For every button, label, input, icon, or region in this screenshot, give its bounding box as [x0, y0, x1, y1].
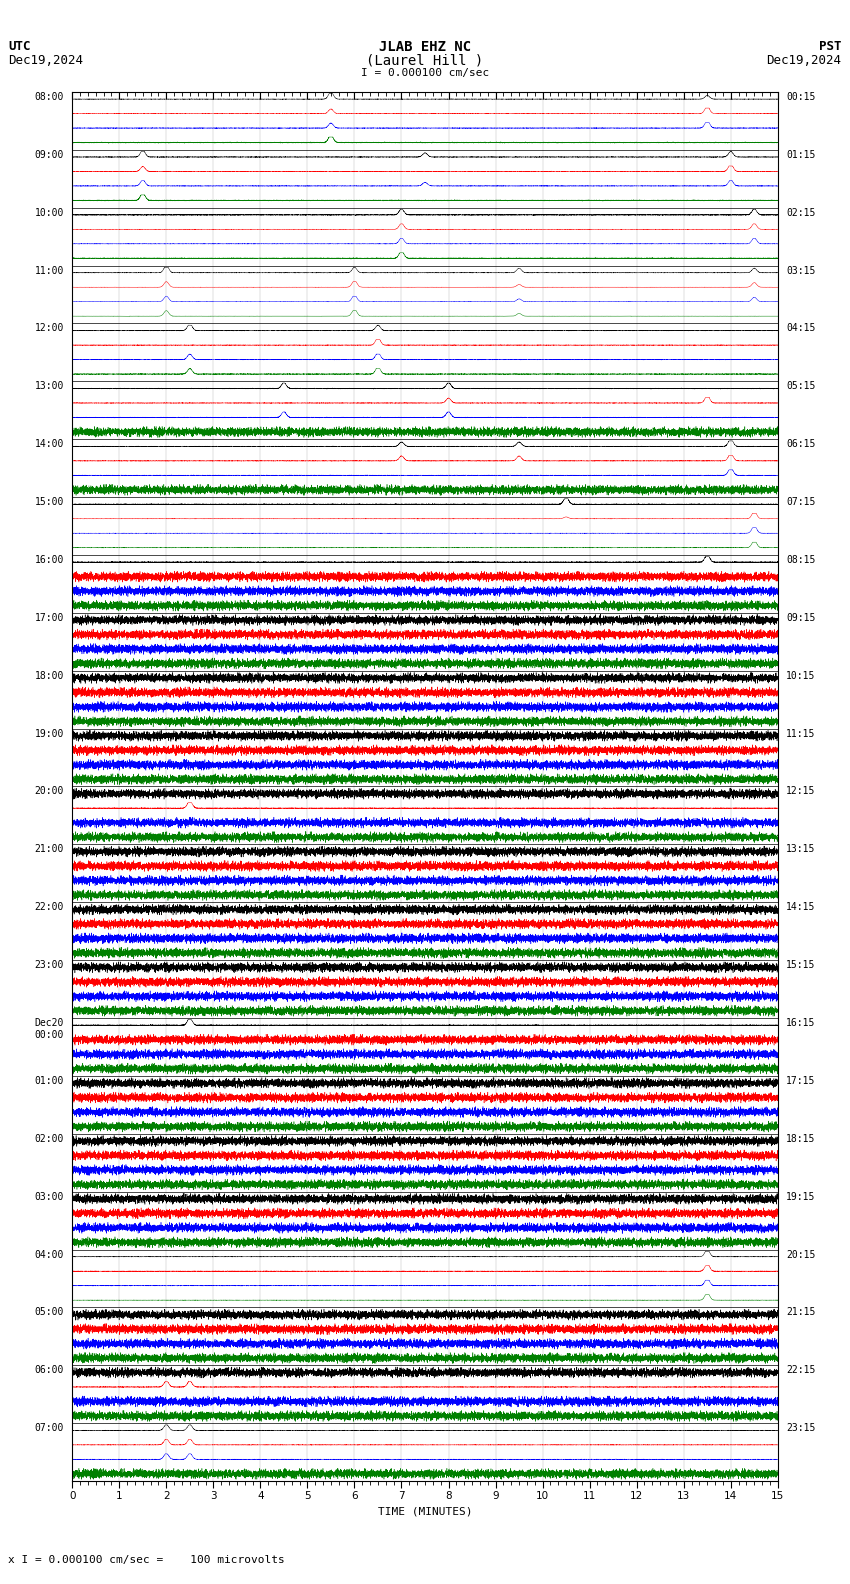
Text: 09:15: 09:15: [786, 613, 816, 623]
Text: 01:00: 01:00: [34, 1076, 64, 1087]
Text: 14:15: 14:15: [786, 903, 816, 912]
Text: 13:15: 13:15: [786, 844, 816, 854]
Text: 16:00: 16:00: [34, 554, 64, 565]
Text: 19:00: 19:00: [34, 729, 64, 738]
Text: 08:15: 08:15: [786, 554, 816, 565]
Text: 23:15: 23:15: [786, 1422, 816, 1434]
Text: 17:15: 17:15: [786, 1076, 816, 1087]
Text: 04:00: 04:00: [34, 1250, 64, 1259]
Text: 10:00: 10:00: [34, 208, 64, 217]
Text: 15:15: 15:15: [786, 960, 816, 969]
Text: (Laurel Hill ): (Laurel Hill ): [366, 54, 484, 68]
Text: 09:00: 09:00: [34, 150, 64, 160]
Text: 20:00: 20:00: [34, 786, 64, 797]
Text: 00:15: 00:15: [786, 92, 816, 101]
Text: Dec20
00:00: Dec20 00:00: [34, 1019, 64, 1039]
Text: JLAB EHZ NC: JLAB EHZ NC: [379, 40, 471, 54]
Text: 10:15: 10:15: [786, 670, 816, 681]
Text: PST: PST: [819, 40, 842, 52]
Text: 21:15: 21:15: [786, 1307, 816, 1318]
Text: 05:15: 05:15: [786, 382, 816, 391]
Text: 02:00: 02:00: [34, 1134, 64, 1144]
Text: Dec19,2024: Dec19,2024: [767, 54, 842, 67]
Text: 07:15: 07:15: [786, 497, 816, 507]
Text: 19:15: 19:15: [786, 1191, 816, 1202]
Text: 17:00: 17:00: [34, 613, 64, 623]
Text: 04:15: 04:15: [786, 323, 816, 333]
Text: 18:00: 18:00: [34, 670, 64, 681]
Text: 14:00: 14:00: [34, 439, 64, 450]
Text: 13:00: 13:00: [34, 382, 64, 391]
Text: 16:15: 16:15: [786, 1019, 816, 1028]
Text: 22:15: 22:15: [786, 1365, 816, 1375]
Text: 02:15: 02:15: [786, 208, 816, 217]
Text: I = 0.000100 cm/sec: I = 0.000100 cm/sec: [361, 68, 489, 78]
X-axis label: TIME (MINUTES): TIME (MINUTES): [377, 1506, 473, 1516]
Text: 11:15: 11:15: [786, 729, 816, 738]
Text: 20:15: 20:15: [786, 1250, 816, 1259]
Text: x I = 0.000100 cm/sec =    100 microvolts: x I = 0.000100 cm/sec = 100 microvolts: [8, 1555, 286, 1565]
Text: 21:00: 21:00: [34, 844, 64, 854]
Text: 15:00: 15:00: [34, 497, 64, 507]
Text: 06:00: 06:00: [34, 1365, 64, 1375]
Text: 07:00: 07:00: [34, 1422, 64, 1434]
Text: 08:00: 08:00: [34, 92, 64, 101]
Text: 03:00: 03:00: [34, 1191, 64, 1202]
Text: 03:15: 03:15: [786, 266, 816, 276]
Text: Dec19,2024: Dec19,2024: [8, 54, 83, 67]
Text: 18:15: 18:15: [786, 1134, 816, 1144]
Text: UTC: UTC: [8, 40, 31, 52]
Text: 01:15: 01:15: [786, 150, 816, 160]
Text: 06:15: 06:15: [786, 439, 816, 450]
Text: 12:15: 12:15: [786, 786, 816, 797]
Text: 23:00: 23:00: [34, 960, 64, 969]
Text: 05:00: 05:00: [34, 1307, 64, 1318]
Text: 22:00: 22:00: [34, 903, 64, 912]
Text: 12:00: 12:00: [34, 323, 64, 333]
Text: 11:00: 11:00: [34, 266, 64, 276]
